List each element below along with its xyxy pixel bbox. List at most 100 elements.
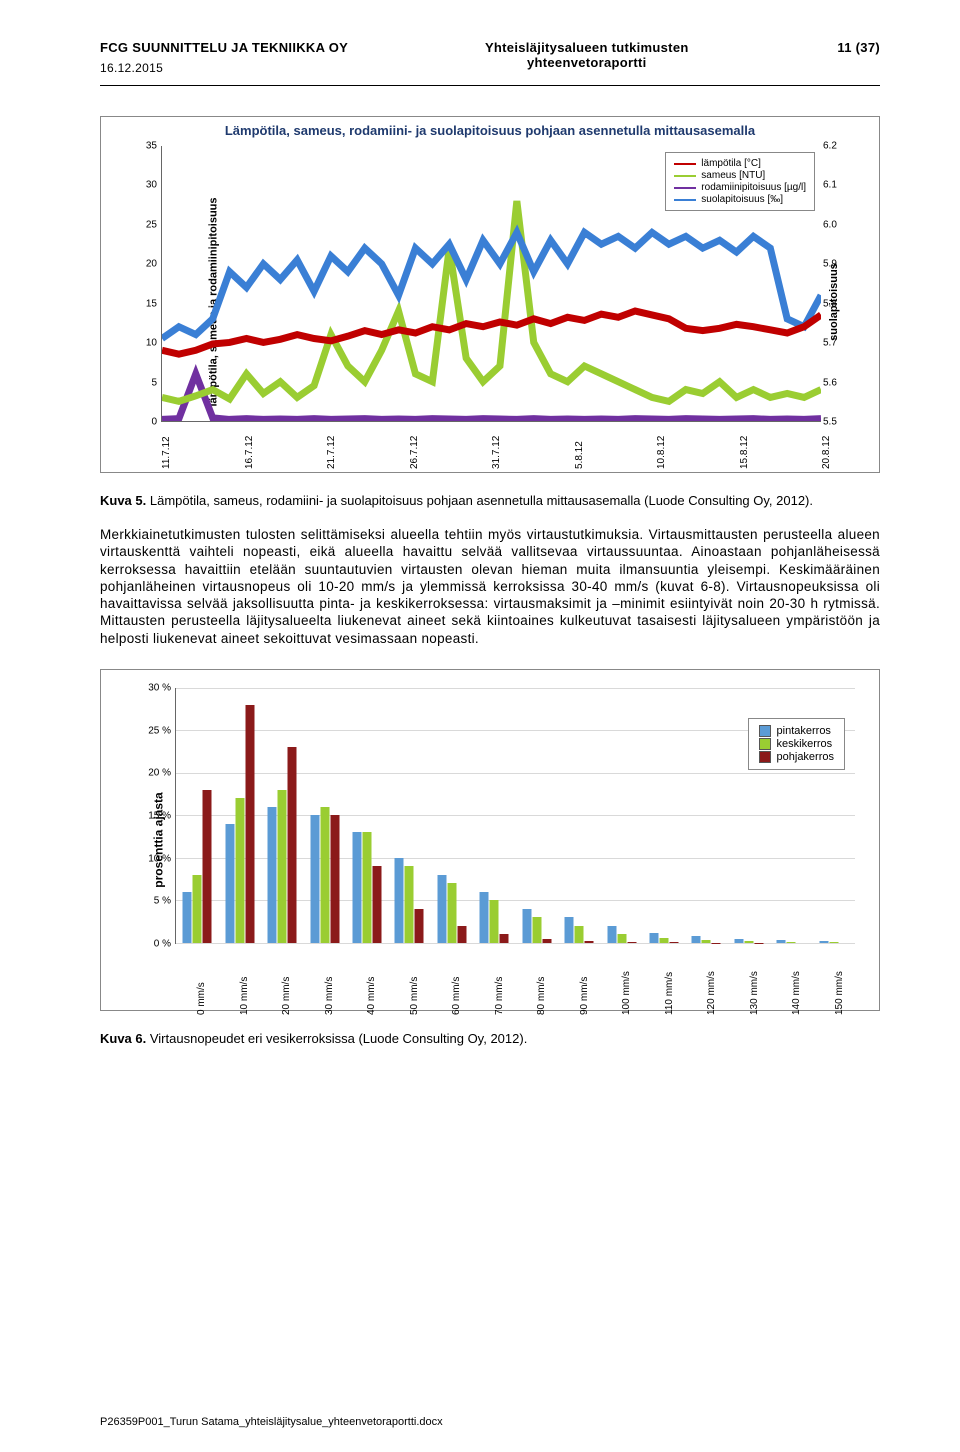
chart2-bar	[395, 858, 404, 943]
legend-swatch	[759, 751, 771, 763]
legend-label: sameus [NTU]	[701, 170, 765, 181]
legend-swatch	[674, 163, 696, 165]
chart2-bar	[362, 832, 371, 943]
header-page-number: 11 (37)	[825, 40, 880, 75]
chart2-bar	[405, 866, 414, 943]
chart2-bar	[532, 917, 541, 943]
chart2-bar	[575, 926, 584, 943]
chart1-ytick-left: 0	[129, 417, 157, 428]
legend-label: pohjakerros	[777, 751, 834, 763]
chart1-xtick: 15.8.12	[739, 436, 750, 469]
chart1-xtick: 10.8.12	[656, 436, 667, 469]
chart2-bar	[787, 942, 796, 943]
chart2-bar	[268, 807, 277, 943]
chart2-bar	[288, 747, 297, 943]
chart1-x-ticks: 11.7.1216.7.1221.7.1226.7.1231.7.125.8.1…	[161, 424, 821, 462]
chart1-ytick-right: 5.9	[823, 259, 837, 270]
company-name: FCG SUUNNITTELU JA TEKNIIKKA OY	[100, 40, 348, 55]
chart2-x-ticks: 0 mm/s10 mm/s20 mm/s30 mm/s40 mm/s50 mm/…	[175, 946, 855, 1000]
chart1-ytick-left: 30	[129, 180, 157, 191]
chart1: lämpötila, sameus ja rodamiinipitoisuus …	[111, 142, 869, 462]
chart2: prosenttia ajasta 0 %5 %10 %15 %20 %25 %…	[111, 680, 869, 1000]
chart2-gridline	[176, 688, 855, 689]
chart2-xtick: 20 mm/s	[281, 977, 292, 1015]
chart2-ytick: 20 %	[137, 768, 171, 779]
chart1-legend-item: lämpötila [°C]	[674, 158, 806, 169]
chart2-bar	[490, 900, 499, 943]
chart1-ytick-right: 6.0	[823, 219, 837, 230]
header-title: Yhteisläjitysalueen tutkimusten yhteenve…	[348, 40, 825, 75]
chart2-bar	[330, 815, 339, 943]
chart1-legend-item: rodamiinipitoisuus [µg/l]	[674, 182, 806, 193]
caption-2-label: Kuva 6.	[100, 1031, 146, 1046]
chart2-bar	[245, 705, 254, 943]
chart1-right-ticks: 5.55.65.75.85.96.06.16.2	[821, 146, 851, 422]
chart2-gridline	[176, 943, 855, 944]
chart1-xtick: 21.7.12	[326, 436, 337, 469]
legend-label: pintakerros	[777, 725, 831, 737]
chart1-ytick-right: 6.2	[823, 141, 837, 152]
figure-1: Lämpötila, sameus, rodamiini- ja suolapi…	[100, 116, 880, 473]
chart1-ytick-left: 10	[129, 338, 157, 349]
header-rule	[100, 85, 880, 86]
chart2-y-ticks: 0 %5 %10 %15 %20 %25 %30 %	[137, 688, 173, 944]
chart2-bar	[415, 909, 424, 943]
chart1-ytick-left: 20	[129, 259, 157, 270]
chart2-bar	[457, 926, 466, 943]
chart2-xtick: 0 mm/s	[196, 982, 207, 1015]
legend-swatch	[674, 199, 696, 201]
chart2-ytick: 30 %	[137, 682, 171, 693]
legend-label: rodamiinipitoisuus [µg/l]	[701, 182, 806, 193]
chart2-bar	[480, 892, 489, 943]
chart2-xtick: 40 mm/s	[366, 977, 377, 1015]
chart2-bar	[617, 934, 626, 943]
figure-2: prosenttia ajasta 0 %5 %10 %15 %20 %25 %…	[100, 669, 880, 1011]
chart2-bar	[225, 824, 234, 943]
legend-label: keskikerros	[777, 738, 833, 750]
chart2-ytick: 15 %	[137, 810, 171, 821]
chart2-bar	[734, 939, 743, 943]
legend-swatch	[674, 175, 696, 177]
caption-2-text: Virtausnopeudet eri vesikerroksissa (Luo…	[146, 1031, 527, 1046]
chart2-bar	[702, 940, 711, 943]
chart2-bar	[310, 815, 319, 943]
chart2-bar	[447, 883, 456, 943]
chart2-xtick: 70 mm/s	[494, 977, 505, 1015]
footer-filename: P26359P001_Turun Satama_yhteisläjitysalu…	[100, 1416, 443, 1428]
chart2-legend: pintakerroskeskikerrospohjakerros	[748, 718, 845, 770]
chart2-plot-area: pintakerroskeskikerrospohjakerros	[175, 688, 855, 944]
chart2-ytick: 5 %	[137, 896, 171, 907]
chart2-bar	[660, 938, 669, 943]
chart2-bar	[819, 941, 828, 943]
legend-label: lämpötila [°C]	[701, 158, 761, 169]
page-header: FCG SUUNNITTELU JA TEKNIIKKA OY 16.12.20…	[100, 40, 880, 75]
chart2-bar	[278, 790, 287, 943]
chart1-legend-item: sameus [NTU]	[674, 170, 806, 181]
chart2-bar	[565, 917, 574, 943]
chart1-xtick: 20.8.12	[821, 436, 832, 469]
chart2-xtick: 100 mm/s	[621, 971, 632, 1015]
header-left: FCG SUUNNITTELU JA TEKNIIKKA OY 16.12.20…	[100, 40, 348, 75]
chart2-bar	[585, 941, 594, 943]
chart1-ytick-right: 5.6	[823, 377, 837, 388]
caption-2: Kuva 6. Virtausnopeudet eri vesikerroksi…	[100, 1031, 880, 1046]
chart1-plot-area: lämpötila [°C]sameus [NTU]rodamiinipitoi…	[161, 146, 821, 422]
chart2-bar	[692, 936, 701, 943]
chart2-xtick: 30 mm/s	[324, 977, 335, 1015]
chart1-ytick-right: 5.8	[823, 298, 837, 309]
chart2-xtick: 80 mm/s	[536, 977, 547, 1015]
chart2-xtick: 110 mm/s	[664, 972, 675, 1015]
legend-swatch	[759, 725, 771, 737]
chart1-series	[162, 311, 821, 354]
chart1-ytick-right: 5.5	[823, 417, 837, 428]
chart2-bar	[437, 875, 446, 943]
chart2-gridline	[176, 773, 855, 774]
chart2-bar	[500, 934, 509, 943]
chart1-ytick-left: 15	[129, 298, 157, 309]
chart2-legend-item: keskikerros	[759, 738, 834, 750]
chart1-series	[162, 201, 821, 401]
legend-swatch	[759, 738, 771, 750]
chart2-xtick: 120 mm/s	[706, 971, 717, 1015]
chart1-xtick: 11.7.12	[161, 436, 172, 469]
chart2-bar	[372, 866, 381, 943]
